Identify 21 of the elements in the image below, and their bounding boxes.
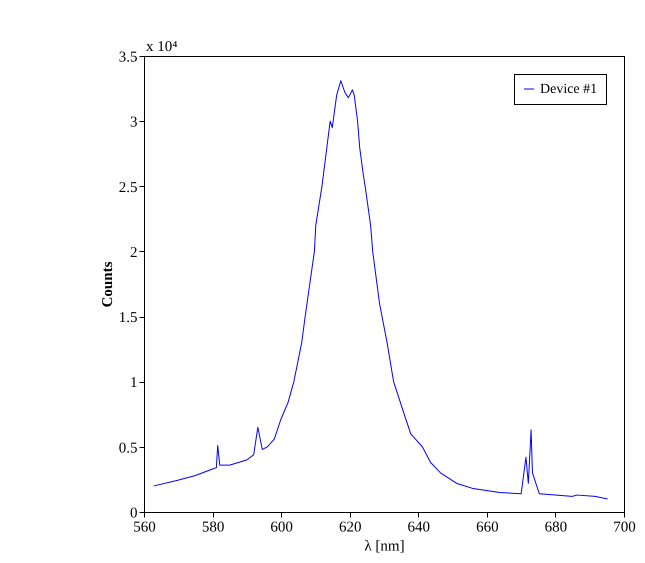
- y-tick-label: 1.5: [118, 310, 138, 326]
- x-tick-label: 560: [133, 520, 156, 536]
- x-tick-label: 680: [544, 520, 568, 536]
- x-tick-label: 700: [613, 520, 636, 536]
- y-tick-label: 0: [130, 506, 138, 522]
- y-tick-label: 0.5: [118, 440, 138, 456]
- y-axis-title: Counts: [100, 261, 116, 308]
- x-tick-label: 600: [270, 520, 293, 536]
- x-tick-label: 620: [338, 520, 362, 536]
- text: x 10⁴: [146, 39, 178, 55]
- line-series: [153, 80, 608, 500]
- y-tick-label: 2: [130, 244, 138, 261]
- y-tick-label: 3: [130, 114, 138, 131]
- x-tick-label: 640: [408, 520, 430, 536]
- x-tick-label: 660: [476, 520, 499, 536]
- x-axis-title: λ [nm]: [364, 538, 405, 554]
- y-tick-label: 2.5: [118, 180, 138, 196]
- x-tick-label: 580: [202, 520, 224, 536]
- legend-label: Device #1: [540, 82, 598, 97]
- y-tick-label: 1: [130, 375, 138, 392]
- y-tick-label: 3.5: [118, 50, 138, 66]
